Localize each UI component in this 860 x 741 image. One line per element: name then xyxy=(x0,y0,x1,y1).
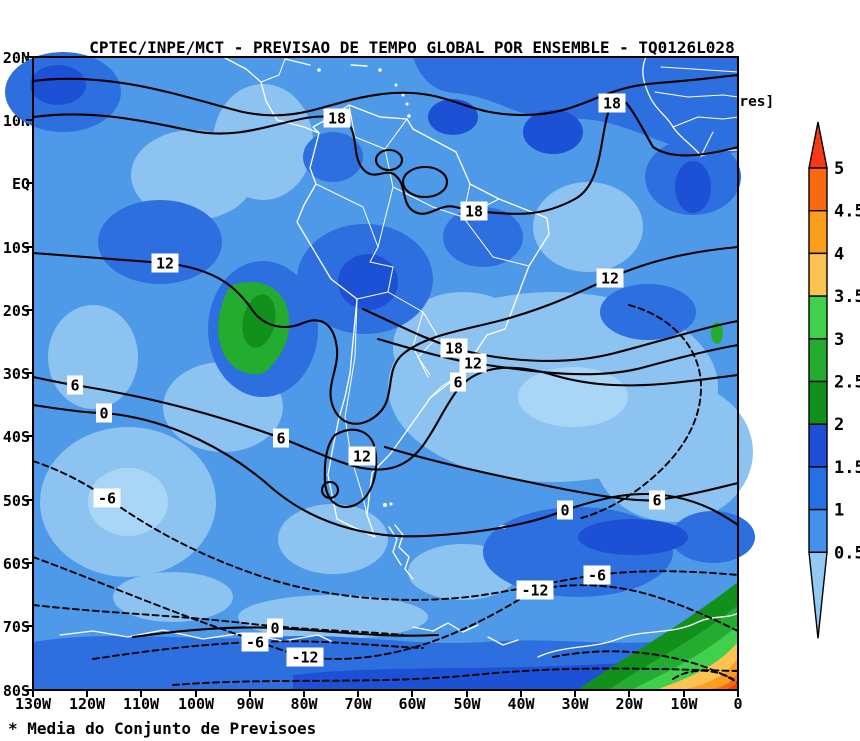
contour-label: 18 xyxy=(324,109,351,128)
colorbar-tick-label: 2 xyxy=(834,415,844,435)
contour-label: -6 xyxy=(242,633,269,652)
colorbar-segment xyxy=(809,168,827,211)
colorbar: 5 4.5 4 3.5 3 2.5 2 1.5 1 0.5 xyxy=(800,110,860,670)
x-axis-label: 30W xyxy=(551,695,599,713)
colorbar-tick-label: 1 xyxy=(834,501,844,521)
spread-shading xyxy=(5,52,755,690)
contour-label: -12 xyxy=(517,581,554,600)
contour-label: 6 xyxy=(67,376,83,395)
svg-text:-6: -6 xyxy=(588,567,606,585)
colorbar-tick-label: 0.5 xyxy=(834,543,860,563)
y-axis-label: 70S xyxy=(0,618,30,636)
contour-label: 0 xyxy=(267,619,283,638)
svg-text:18: 18 xyxy=(328,110,346,128)
contour-label: 12 xyxy=(349,447,376,466)
contour-label: 0 xyxy=(96,404,112,423)
contour-label: 6 xyxy=(450,373,466,392)
colorbar-segment xyxy=(809,424,827,467)
svg-text:-6: -6 xyxy=(246,634,264,652)
colorbar-segment xyxy=(809,510,827,553)
colorbar-segment xyxy=(809,253,827,296)
svg-text:-12: -12 xyxy=(291,649,318,667)
x-axis-label: 10W xyxy=(660,695,708,713)
y-axis-label: 30S xyxy=(0,365,30,383)
svg-text:6: 6 xyxy=(453,374,462,392)
contour-label: 6 xyxy=(273,429,289,448)
svg-text:0: 0 xyxy=(99,405,108,423)
x-axis-label: 70W xyxy=(334,695,382,713)
contour-label: 6 xyxy=(649,491,665,510)
y-axis-label: 10S xyxy=(0,239,30,257)
map-svg: 18181818121212126666000-6-6-6-12-12 xyxy=(33,57,738,690)
contour-label: 12 xyxy=(152,254,179,273)
y-axis-label: 50S xyxy=(0,492,30,510)
svg-text:-6: -6 xyxy=(98,490,116,508)
y-axis-label: 60S xyxy=(0,555,30,573)
y-axis-label: 20S xyxy=(0,302,30,320)
colorbar-tick-label: 4.5 xyxy=(834,202,860,222)
colorbar-top-arrow xyxy=(809,122,827,168)
colorbar-bottom-arrow xyxy=(809,552,827,638)
svg-text:6: 6 xyxy=(652,492,661,510)
svg-text:6: 6 xyxy=(70,377,79,395)
x-axis-label: 20W xyxy=(605,695,653,713)
colorbar-tick-label: 4 xyxy=(834,244,844,264)
title-line-1: CPTEC/INPE/MCT - PREVISAO DE TEMPO GLOBA… xyxy=(0,39,824,56)
y-axis-label: EQ xyxy=(0,175,30,193)
x-axis-label: 80W xyxy=(280,695,328,713)
colorbar-segment xyxy=(809,339,827,382)
contour-label: -6 xyxy=(94,489,121,508)
footer-note: * Media do Conjunto de Previsoes xyxy=(8,719,316,738)
svg-text:12: 12 xyxy=(601,270,619,288)
svg-text:12: 12 xyxy=(353,448,371,466)
svg-text:6: 6 xyxy=(276,430,285,448)
colorbar-segment xyxy=(809,296,827,339)
contour-label: 0 xyxy=(557,501,573,520)
x-axis-label: 100W xyxy=(172,695,220,713)
svg-text:18: 18 xyxy=(603,95,621,113)
x-axis-label: 40W xyxy=(497,695,545,713)
x-axis-label: 120W xyxy=(63,695,111,713)
svg-text:0: 0 xyxy=(560,502,569,520)
svg-text:12: 12 xyxy=(156,255,174,273)
colorbar-segment xyxy=(809,467,827,510)
svg-text:-12: -12 xyxy=(521,582,548,600)
colorbar-tick-label: 5 xyxy=(834,159,844,179)
x-axis-label: 50W xyxy=(443,695,491,713)
svg-text:12: 12 xyxy=(464,355,482,373)
contour-label: -12 xyxy=(287,648,324,667)
x-axis-label: 130W xyxy=(9,695,57,713)
svg-text:0: 0 xyxy=(270,620,279,638)
colorbar-tick-label: 2.5 xyxy=(834,373,860,393)
weather-forecast-chart: CPTEC/INPE/MCT - PREVISAO DE TEMPO GLOBA… xyxy=(0,0,860,741)
map-plot-area: 18181818121212126666000-6-6-6-12-12 xyxy=(33,57,738,690)
colorbar-tick-label: 1.5 xyxy=(834,458,860,478)
contour-label: -6 xyxy=(584,566,611,585)
colorbar-segment xyxy=(809,211,827,254)
x-axis-label: 0 xyxy=(714,695,762,713)
contour-label: 18 xyxy=(599,94,626,113)
x-axis-label: 90W xyxy=(226,695,274,713)
contour-label: 12 xyxy=(597,269,624,288)
y-axis-label: 40S xyxy=(0,428,30,446)
x-axis-label: 110W xyxy=(117,695,165,713)
colorbar-segment xyxy=(809,382,827,425)
contour-label: 18 xyxy=(461,202,488,221)
colorbar-tick-label: 3 xyxy=(834,330,844,350)
x-axis-label: 60W xyxy=(388,695,436,713)
colorbar-tick-label: 3.5 xyxy=(834,287,860,307)
contour-label: 12 xyxy=(460,354,487,373)
svg-text:18: 18 xyxy=(465,203,483,221)
